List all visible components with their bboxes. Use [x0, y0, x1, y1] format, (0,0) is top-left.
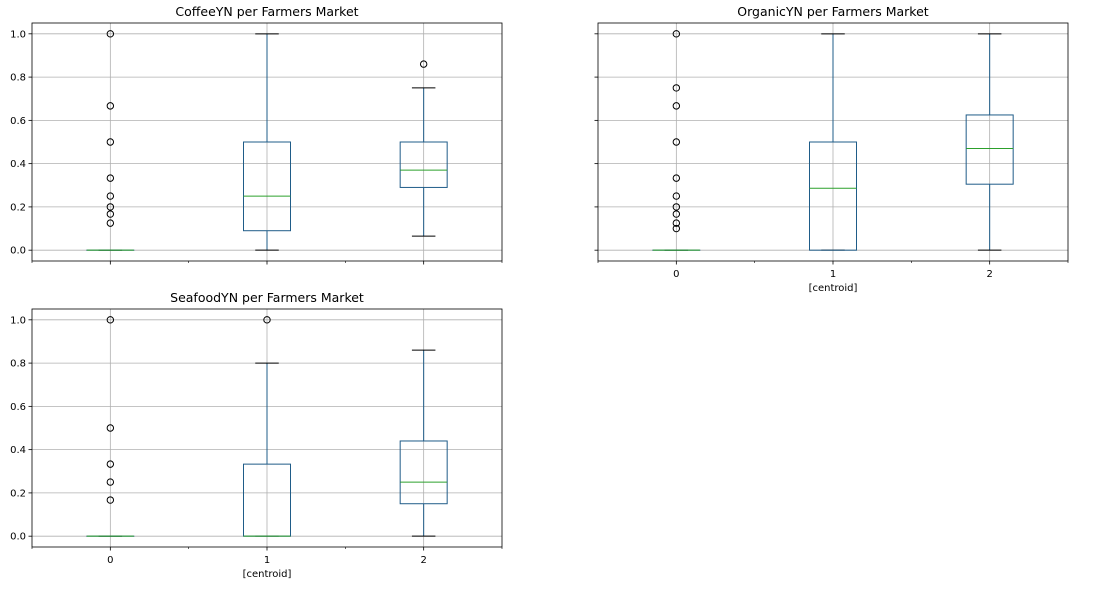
- y-tick-label: 0.4: [10, 445, 26, 456]
- y-tick-label: 0.4: [10, 159, 26, 170]
- y-tick-label: 1.0: [10, 315, 26, 326]
- flier-point: [672, 219, 681, 227]
- flier-point: [672, 138, 681, 146]
- x-axis-label: [centroid]: [243, 569, 292, 580]
- flier-point: [419, 60, 428, 68]
- flier-point: [106, 316, 115, 324]
- flier-point: [106, 478, 115, 486]
- box-1: [243, 316, 291, 537]
- y-tick-label: 0.2: [10, 202, 26, 213]
- box-0: [652, 30, 701, 251]
- box-1: [243, 33, 291, 251]
- x-axis-label: [centroid]: [809, 283, 858, 294]
- y-tick-label: 0.6: [10, 116, 26, 127]
- box-0: [86, 30, 135, 251]
- x-tick-label: 0: [673, 269, 679, 280]
- flier-point: [672, 30, 681, 38]
- flier-point: [672, 224, 681, 233]
- chart-panel-0: 0.0 0.2 0.4 0.6 0.8 1.0 CoffeeYN per Farmers M…: [10, 4, 503, 265]
- flier-point: [106, 30, 115, 38]
- y-tick-label: 0.0: [10, 246, 26, 257]
- flier-point: [672, 210, 681, 218]
- y-tick-label: 1.0: [10, 29, 26, 40]
- box-body: [399, 440, 448, 505]
- flier-point: [672, 174, 681, 182]
- box-1: [809, 33, 857, 251]
- flier-point: [106, 210, 115, 218]
- flier-point: [106, 460, 115, 468]
- flier-point: [106, 203, 115, 211]
- flier-point: [672, 192, 681, 200]
- box-body: [399, 141, 448, 188]
- y-tick-label: 0.0: [10, 532, 26, 543]
- flier-point: [106, 138, 115, 146]
- chart-panel-2: 0.0 0.2 0.4 0.6 0.8 1.0 0 1 2 SeafoodYN per Farme…: [10, 290, 503, 580]
- flier-point: [106, 102, 115, 110]
- box-2: [399, 60, 448, 237]
- flier-point: [672, 102, 681, 110]
- flier-point: [106, 496, 115, 504]
- flier-point: [263, 316, 271, 324]
- x-tick-label: 0: [107, 555, 113, 566]
- flier-point: [106, 192, 115, 200]
- chart-panel-1: 0 1 2 OrganicYN per Farmers Market [centroid…: [594, 4, 1069, 294]
- flier-point: [106, 219, 115, 227]
- chart-title: SeafoodYN per Farmers Market: [170, 290, 364, 305]
- box-2: [399, 349, 448, 537]
- flier-point: [672, 84, 681, 92]
- y-tick-label: 0.8: [10, 359, 26, 370]
- x-tick-label: 2: [986, 269, 992, 280]
- y-tick-label: 0.8: [10, 73, 26, 84]
- x-tick-label: 2: [420, 555, 426, 566]
- flier-point: [672, 203, 681, 211]
- x-tick-label: 1: [264, 555, 270, 566]
- y-tick-label: 0.6: [10, 402, 26, 413]
- box-body: [965, 114, 1014, 185]
- box-0: [86, 316, 135, 537]
- chart-title: CoffeeYN per Farmers Market: [175, 4, 358, 19]
- flier-point: [106, 174, 115, 182]
- chart-title: OrganicYN per Farmers Market: [737, 4, 928, 19]
- x-tick-label: 1: [830, 269, 836, 280]
- box-2: [965, 33, 1014, 251]
- flier-point: [106, 424, 115, 432]
- box-body: [809, 141, 857, 251]
- box-body: [243, 141, 291, 232]
- y-tick-label: 0.2: [10, 488, 26, 499]
